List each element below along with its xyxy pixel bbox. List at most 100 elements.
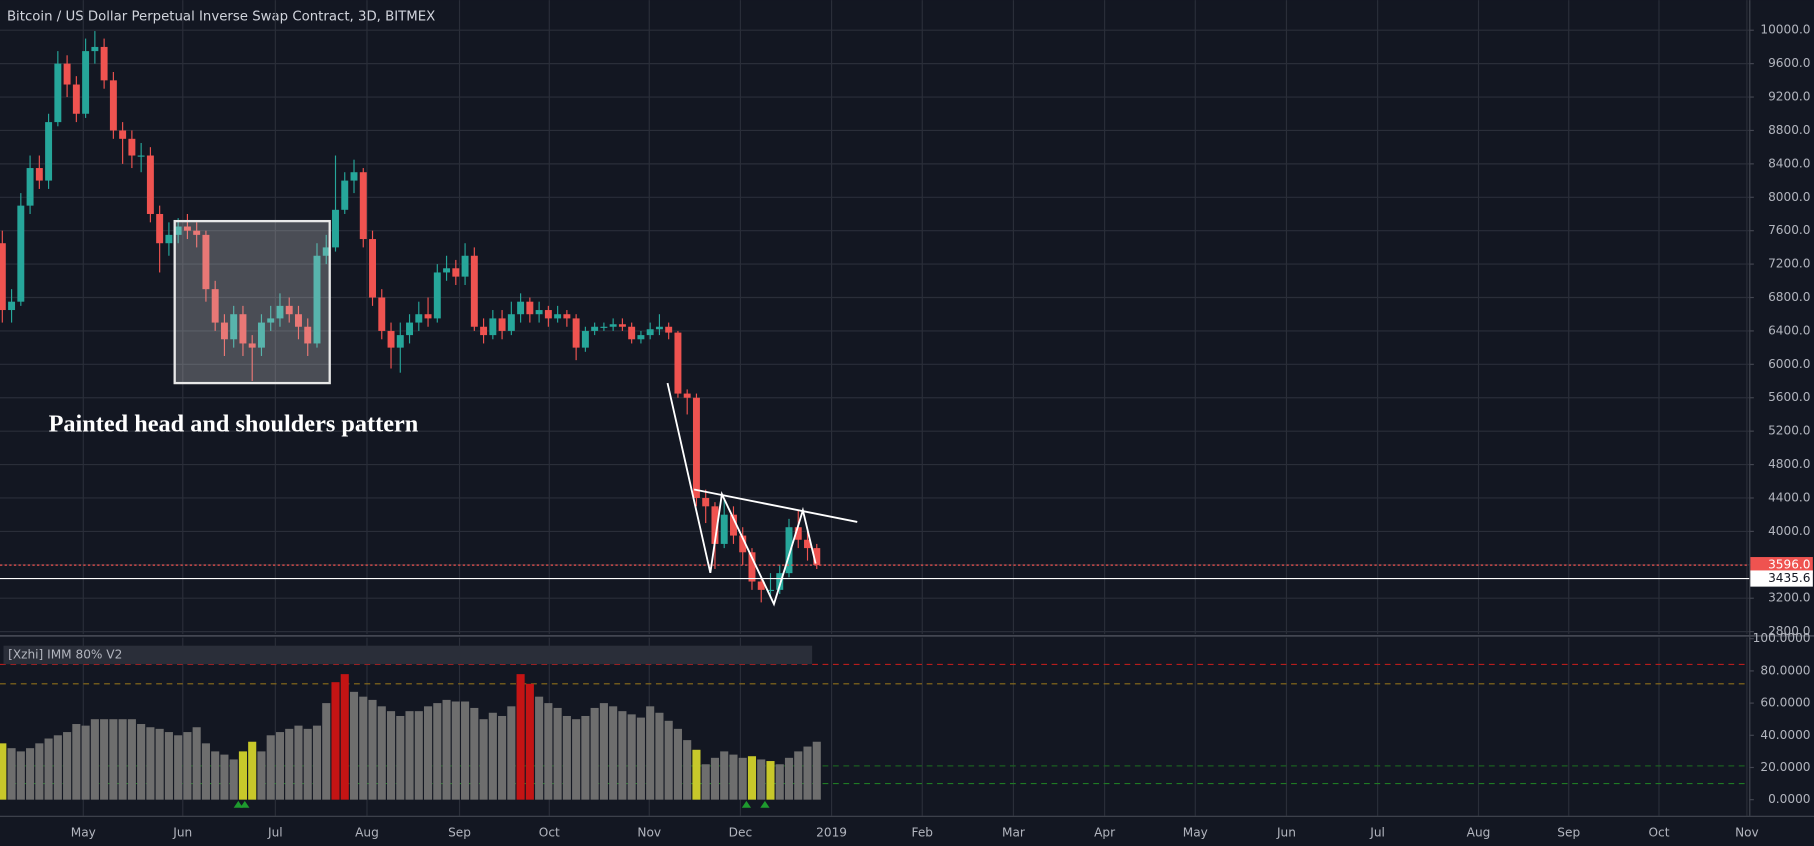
candle-body [591,326,599,331]
candle-body [692,397,700,498]
bar [535,696,544,800]
y-tick-label: 5600.0 [1768,390,1810,404]
x-tick-label: May [71,826,96,840]
candle-body [702,497,710,507]
candle-body [470,255,478,327]
bar [442,699,451,800]
bar [266,735,275,800]
x-tick-label: May [1183,826,1208,840]
candle-body [26,168,34,206]
bar [599,703,608,800]
x-tick-label: Sep [1557,826,1580,840]
candle-body [82,51,90,114]
candle-body [729,514,737,536]
x-tick-label: Aug [355,826,379,840]
candle-body [8,301,16,311]
bar [766,761,775,800]
bar [609,706,618,800]
candle-body [304,326,312,344]
bar [747,756,757,800]
candle-body [63,63,71,85]
candle-body [350,172,358,181]
bar [692,749,701,800]
x-tick-label: Nov [1735,826,1759,840]
bar [275,732,285,800]
y-tick-label: 7600.0 [1768,223,1810,237]
y-tick-label: 100.0000 [1753,631,1811,645]
y-tick-label: 8400.0 [1768,156,1810,170]
x-tick-label: Jun [172,826,192,840]
candle-body [295,314,302,327]
bar [303,728,312,800]
x-tick-label: Feb [912,826,934,840]
candle-body [45,122,53,181]
candle-body [618,324,626,327]
bar [701,764,710,800]
y-tick-label: 8800.0 [1768,123,1810,137]
bar [396,715,405,800]
y-tick-label: 4000.0 [1768,524,1810,538]
price-label: 3435.6 [1768,571,1810,585]
bar [248,741,257,800]
y-tick-label: 60.0000 [1760,696,1810,710]
bar [553,707,562,800]
bar [729,754,738,800]
candle-body [211,289,219,323]
candle-body [480,326,488,336]
bar [775,764,784,800]
indicator-title: [Xzhi] IMM 80% V2 [8,647,122,661]
bar [525,683,534,800]
signal-marker [741,800,752,808]
bar [0,743,7,800]
candle-body [0,243,6,311]
bar [53,735,62,800]
candle-body [396,335,404,348]
candle-body [526,301,534,315]
bar [720,751,729,800]
candle-body [507,314,515,331]
candle-body [146,155,154,214]
y-tick-label: 80.0000 [1760,663,1810,677]
bar [26,748,35,800]
bar [201,743,210,800]
bar [710,757,720,800]
y-tick-label: 6800.0 [1768,290,1810,304]
candle-body [674,332,682,394]
signal-marker [760,800,770,808]
candle-body [285,305,293,315]
bar [229,759,238,800]
bar [192,727,201,800]
candle-body [544,310,552,319]
bar [16,751,25,800]
bar [516,674,525,800]
drawings: Painted head and shoulders pattern [Xzhi… [3,219,858,665]
y-tick-label: 3200.0 [1768,591,1810,605]
x-tick-label: Aug [1467,826,1491,840]
bar [470,707,479,800]
candle-body [554,314,562,319]
bar [627,714,636,800]
candle-body [535,310,543,315]
candle-body [267,318,275,323]
pattern-box [173,219,331,385]
bar [127,719,136,800]
bar [183,732,192,800]
x-tick-label: Apr [1094,826,1115,840]
candle-body [378,297,386,331]
candle-body [748,552,756,582]
candle-body [257,322,265,348]
candle-body [387,330,395,348]
bar [784,757,794,800]
candle-body [239,314,247,344]
bar [340,674,349,800]
candle-body [720,514,728,544]
pattern-line [666,382,817,607]
signal-marker [240,800,250,808]
price-label: 3596.0 [1768,558,1810,572]
bar [562,715,571,800]
annotation: Painted head and shoulders pattern [49,410,419,437]
bar [423,706,433,800]
y-tick-label: 0.0000 [1768,792,1810,806]
y-tick-label: 7200.0 [1768,257,1810,271]
